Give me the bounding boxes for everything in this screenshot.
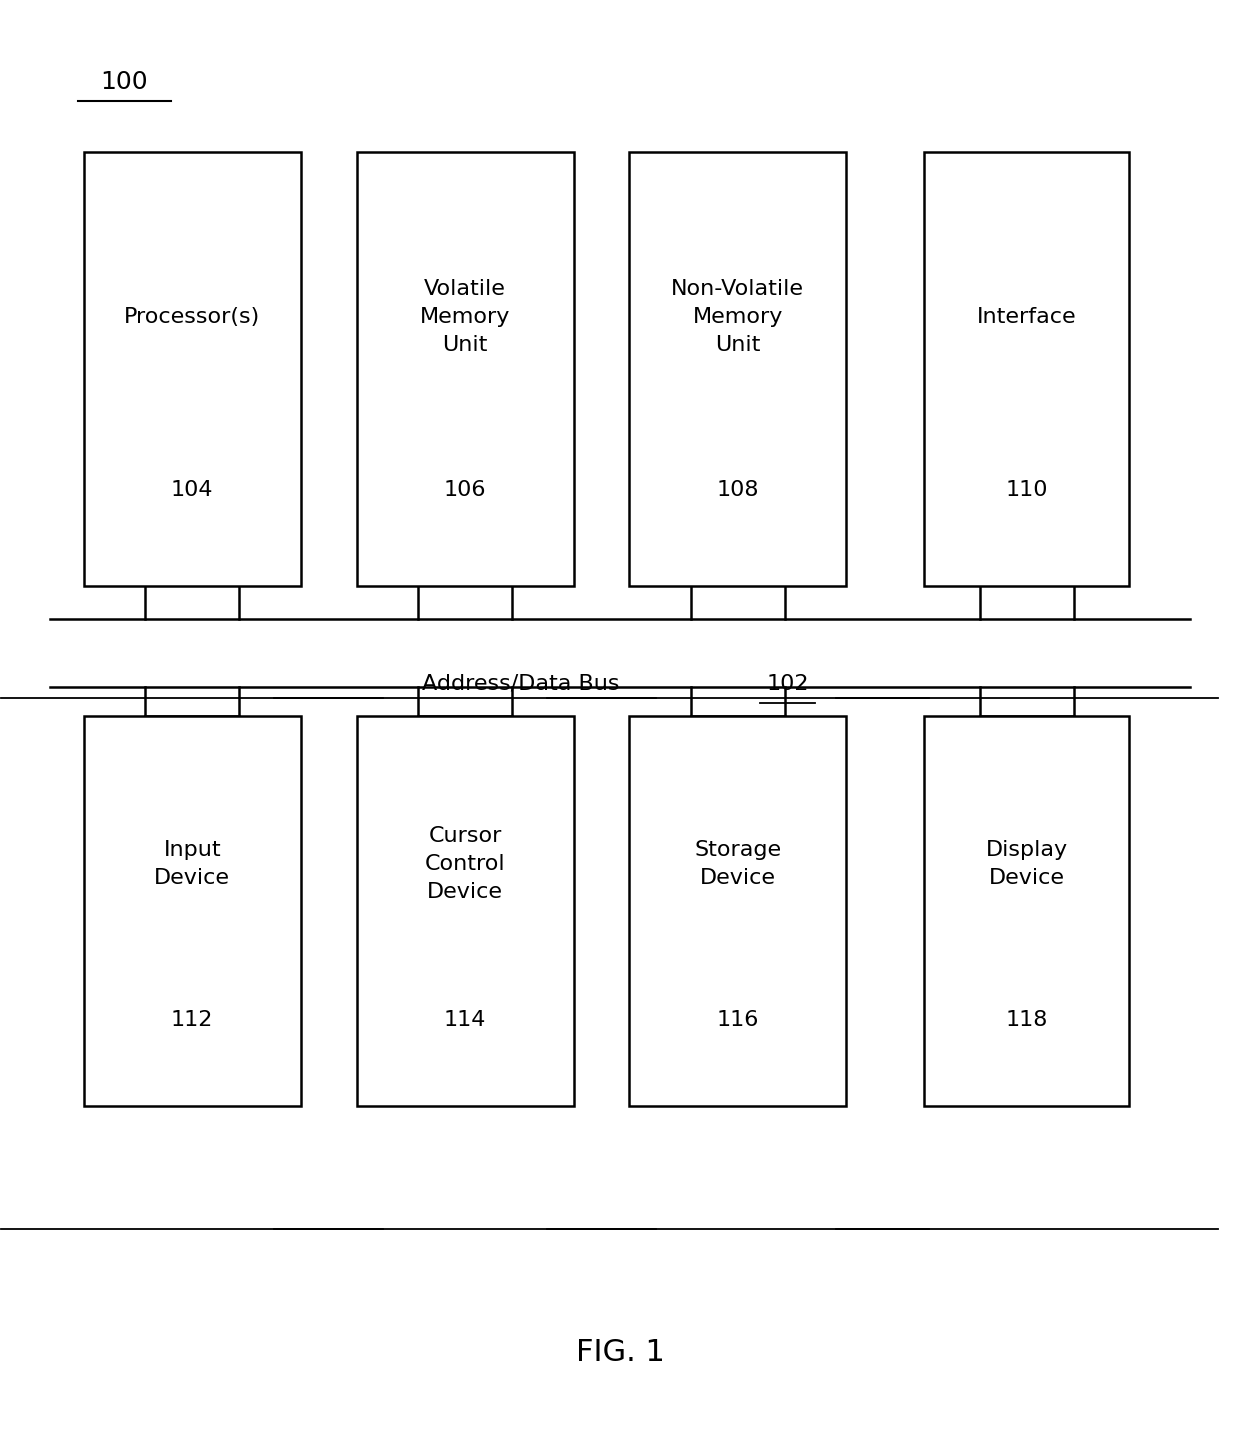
Text: 114: 114 [444,1011,486,1031]
Bar [924,152,1128,586]
Text: FIG. 1: FIG. 1 [575,1338,665,1366]
Text: 104: 104 [171,480,213,500]
Text: 110: 110 [1006,480,1048,500]
Text: 106: 106 [444,480,486,500]
Text: 100: 100 [100,71,148,94]
Text: Processor(s): Processor(s) [124,307,260,327]
Text: Non-Volatile
Memory
Unit: Non-Volatile Memory Unit [671,279,805,354]
Text: Interface: Interface [977,307,1076,327]
Text: Display
Device: Display Device [986,840,1068,888]
Bar [357,716,573,1106]
Text: Address/Data Bus: Address/Data Bus [422,674,620,694]
Text: 108: 108 [717,480,759,500]
Text: 102: 102 [766,674,808,694]
Text: Input
Device: Input Device [154,840,231,888]
Bar [924,716,1128,1106]
Text: 116: 116 [717,1011,759,1031]
Bar [84,152,300,586]
Bar [629,716,846,1106]
Bar [357,152,573,586]
Text: 118: 118 [1006,1011,1048,1031]
Text: Volatile
Memory
Unit: Volatile Memory Unit [420,279,510,354]
Text: Storage
Device: Storage Device [694,840,781,888]
Bar [629,152,846,586]
Bar [84,716,300,1106]
Text: 112: 112 [171,1011,213,1031]
Text: Cursor
Control
Device: Cursor Control Device [424,826,506,902]
